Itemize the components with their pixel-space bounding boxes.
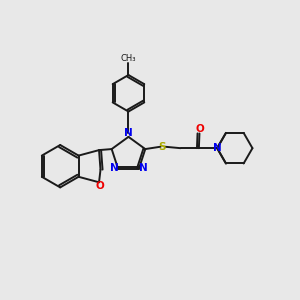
Text: N: N [139, 163, 147, 173]
Text: CH₃: CH₃ [121, 54, 136, 63]
Text: N: N [213, 142, 221, 153]
Text: S: S [159, 142, 166, 152]
Text: N: N [110, 163, 118, 173]
Text: O: O [195, 124, 204, 134]
Text: O: O [95, 182, 104, 191]
Text: N: N [124, 128, 132, 138]
